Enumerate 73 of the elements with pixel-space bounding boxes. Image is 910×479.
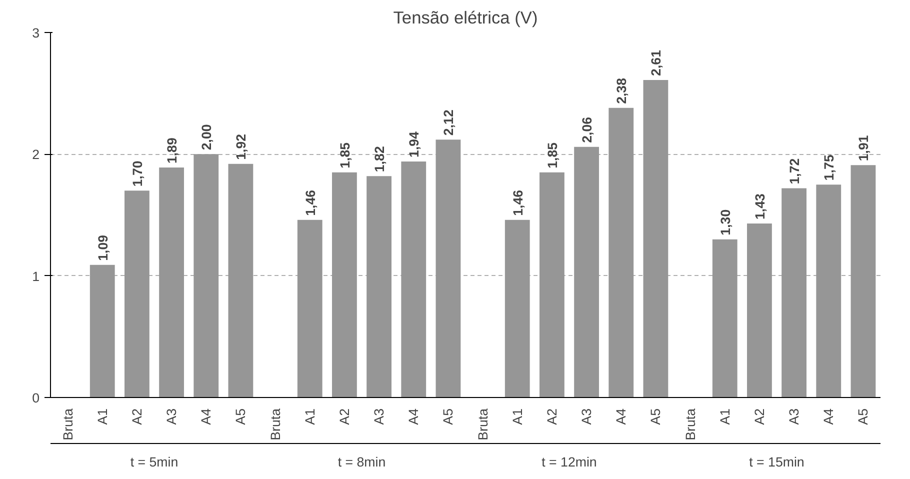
x-tick-label: A4 [614,408,629,425]
bar [816,184,842,398]
x-tick-label: A2 [544,408,560,425]
x-tick-label: A1 [94,408,110,425]
bar [159,168,184,398]
y-tick-label: 3 [32,26,40,40]
bar [297,220,322,398]
text: t = 15min [749,454,804,470]
data-label: 1,92 [234,134,249,160]
text: t = 12min [542,454,597,470]
y-tick-label: 2 [32,147,40,162]
bar [608,108,634,398]
bar [90,264,115,398]
x-tick-label: Bruta [682,408,698,440]
y-tick-label: 0 [32,390,40,406]
x-tick-label: A5 [233,408,248,425]
bar [504,220,530,398]
data-label: 1,91 [856,134,872,162]
data-label: 1,85 [544,142,560,168]
x-tick-label: A3 [786,408,802,425]
data-label: 1,82 [372,146,388,172]
bar [850,165,876,398]
bar [124,190,150,398]
bar [782,188,806,398]
data-label: 2,00 [199,124,214,150]
data-label: 1,09 [95,234,110,261]
y-tick-label: 1 [32,268,40,284]
x-tick-label: A5 [856,408,871,425]
data-label: 1,85 [337,142,352,168]
bar [643,80,668,398]
bar [194,154,219,398]
bar [436,140,461,398]
data-label: 1,43 [752,194,768,220]
data-label: 1,75 [822,154,837,181]
data-label: 1,94 [406,130,422,158]
x-tick-label: Bruta [268,408,283,440]
chart-title: Tensão elétrica (V) [393,8,538,28]
bar [366,176,392,398]
x-tick-label: A4 [406,408,422,425]
data-label: 2,38 [614,78,630,104]
data-label: 1,46 [302,190,318,216]
data-label: 2,61 [648,49,664,76]
x-tick-label: A5 [648,408,664,425]
x-tick-label: A3 [164,408,180,425]
data-label: 1,46 [510,190,526,216]
bar [401,161,426,398]
x-tick-label: A3 [372,408,387,425]
text: t = 8min [338,454,386,470]
x-tick-label: A1 [717,408,732,425]
bar [332,172,357,398]
x-tick-label: A2 [129,408,144,425]
data-label: 2,06 [580,116,595,143]
data-label: 1,30 [718,209,733,236]
x-tick-label: A1 [302,408,318,425]
x-tick-label: A4 [198,408,214,425]
x-tick-label: A5 [440,408,456,425]
bar [574,146,599,398]
bar [712,239,738,398]
x-tick-label: A1 [510,408,525,425]
x-tick-label: A3 [579,408,594,425]
data-label: 1,72 [787,158,802,184]
x-tick-label: A4 [821,408,836,425]
x-tick-label: A2 [336,408,352,425]
data-label: 1,89 [164,138,180,164]
data-label: 1,70 [130,160,145,187]
x-tick-label: Bruta [60,408,76,440]
x-tick-label: Bruta [475,408,490,440]
text: t = 5min [130,454,178,470]
bar [747,224,772,398]
x-tick-label: A2 [752,408,767,425]
bar [540,172,564,398]
bar [228,164,254,398]
data-label: 2,12 [441,110,456,136]
